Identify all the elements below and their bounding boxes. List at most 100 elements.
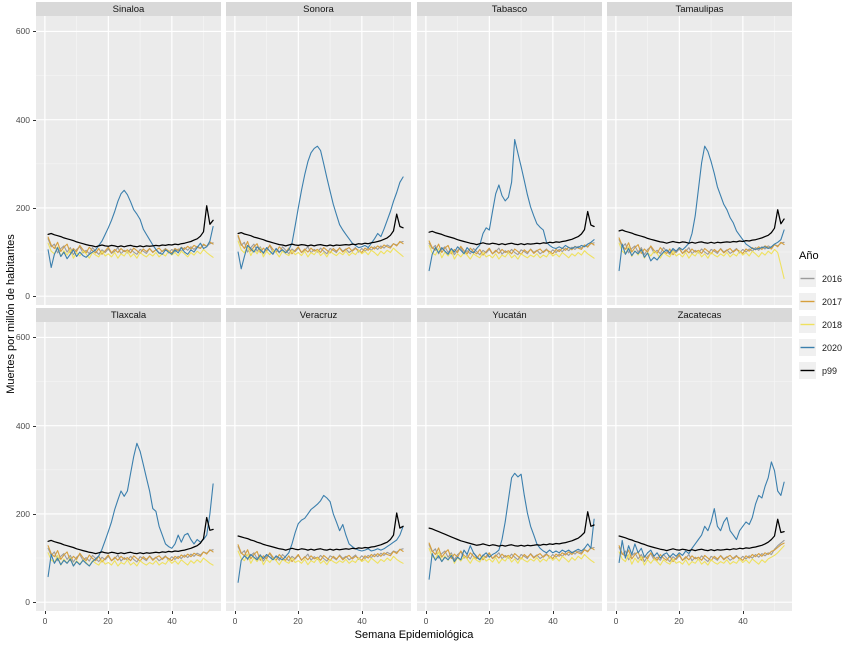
y-tick-mark <box>33 120 36 121</box>
y-tick-mark <box>33 337 36 338</box>
series-line-2020 <box>47 442 214 578</box>
legend-label: p99 <box>822 365 838 376</box>
y-tick-label: 600 <box>15 332 30 342</box>
x-tick-mark <box>553 611 554 614</box>
legend-swatch-line <box>800 323 815 326</box>
y-tick-label: 0 <box>25 597 30 607</box>
legend-label: 2017 <box>822 296 843 307</box>
series-line-2020 <box>618 461 785 564</box>
series-line-2018 <box>237 240 404 258</box>
series-line-p99 <box>47 205 214 248</box>
x-tick-label: 0 <box>42 616 48 626</box>
legend-swatch-line <box>800 369 815 372</box>
x-tick-mark <box>489 611 490 614</box>
series-line-2016 <box>618 539 785 563</box>
y-tick-mark <box>33 208 36 209</box>
x-tick-label: 20 <box>293 616 303 626</box>
series-line-2020 <box>428 138 595 272</box>
y-tick-label: 0 <box>25 291 30 301</box>
facet-panel <box>226 16 411 305</box>
legend-swatch-line <box>800 346 815 349</box>
y-tick-mark <box>33 296 36 297</box>
series-line-p99 <box>618 518 785 552</box>
series-line-2020 <box>47 189 214 269</box>
legend-key <box>799 316 816 333</box>
x-tick-mark <box>616 611 617 614</box>
facet-strip: Yucatán <box>417 308 602 322</box>
legend-key <box>799 270 816 287</box>
series-line-p99 <box>237 512 404 551</box>
y-tick-label: 200 <box>15 509 30 519</box>
x-tick-label: 20 <box>103 616 113 626</box>
facet-strip: Veracruz <box>226 308 411 322</box>
facet-strip: Sinaloa <box>36 2 221 16</box>
y-axis-title: Muertes por millón de habitantes <box>5 234 17 394</box>
facet-panel <box>36 322 221 611</box>
panel-svg <box>36 16 221 305</box>
series-line-p99 <box>237 213 404 247</box>
facet-strip: Sonora <box>226 2 411 16</box>
legend-title: Año <box>799 250 819 262</box>
x-tick-mark <box>298 611 299 614</box>
x-tick-mark <box>235 611 236 614</box>
legend-item: 2020 <box>799 339 857 356</box>
facet-strip: Zacatecas <box>607 308 792 322</box>
x-tick-label: 20 <box>484 616 494 626</box>
x-tick-label: 40 <box>738 616 748 626</box>
panel-svg <box>36 322 221 611</box>
series-line-2018 <box>618 545 785 566</box>
legend-key <box>799 339 816 356</box>
legend-label: 2016 <box>822 273 843 284</box>
series-line-2017 <box>428 542 595 561</box>
facet-panel <box>226 322 411 611</box>
legend-item: 2017 <box>799 293 857 310</box>
y-tick-mark <box>33 31 36 32</box>
x-tick-mark <box>45 611 46 614</box>
y-tick-label: 400 <box>15 421 30 431</box>
facet-panel <box>417 322 602 611</box>
series-line-2020 <box>237 494 404 583</box>
facet-panel <box>36 16 221 305</box>
series-line-p99 <box>618 209 785 244</box>
x-tick-label: 40 <box>357 616 367 626</box>
series-line-p99 <box>47 516 214 555</box>
series-line-2017 <box>47 236 214 255</box>
x-tick-label: 0 <box>613 616 619 626</box>
series-line-2020 <box>237 145 404 270</box>
x-tick-label: 40 <box>548 616 558 626</box>
series-line-2017 <box>618 542 785 563</box>
y-tick-mark <box>33 602 36 603</box>
legend-items: 2016 2017 2018 2020 p99 <box>799 270 857 379</box>
facet-strip: Tlaxcala <box>36 308 221 322</box>
x-tick-mark <box>679 611 680 614</box>
y-tick-mark <box>33 514 36 515</box>
series-line-2018 <box>237 550 404 566</box>
y-tick-label: 400 <box>15 115 30 125</box>
x-tick-label: 0 <box>232 616 238 626</box>
y-tick-mark <box>33 426 36 427</box>
facet-panel <box>417 16 602 305</box>
panel-svg <box>607 16 792 305</box>
panel-svg <box>226 322 411 611</box>
panel-svg <box>417 16 602 305</box>
series-line-p99 <box>428 210 595 246</box>
x-tick-label: 0 <box>423 616 429 626</box>
facet-panel <box>607 16 792 305</box>
series-line-p99 <box>428 511 595 547</box>
legend-label: 2018 <box>822 319 843 330</box>
series-line-2020 <box>618 145 785 272</box>
legend-label: 2020 <box>822 342 843 353</box>
panel-svg <box>607 322 792 611</box>
panel-svg <box>417 322 602 611</box>
x-axis-title: Semana Epidemiológica <box>354 629 474 641</box>
x-tick-label: 40 <box>167 616 177 626</box>
legend-key <box>799 362 816 379</box>
panel-svg <box>226 16 411 305</box>
legend-item: 2016 <box>799 270 857 287</box>
facet-strip: Tamaulipas <box>607 2 792 16</box>
x-tick-mark <box>743 611 744 614</box>
legend-key <box>799 293 816 310</box>
legend-swatch-line <box>800 277 815 280</box>
series-line-2017 <box>47 545 214 563</box>
